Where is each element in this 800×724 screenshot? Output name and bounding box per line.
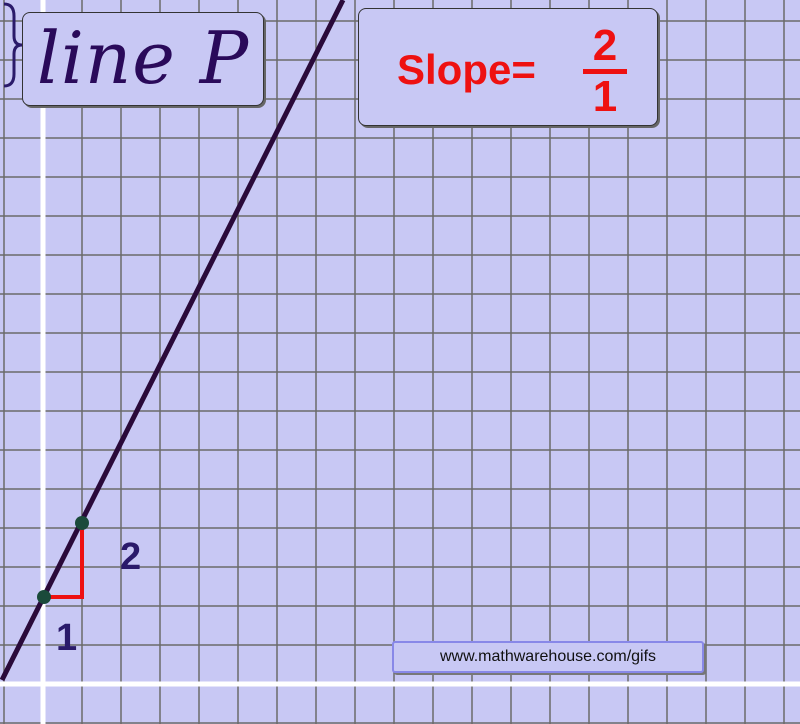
title-box: line P bbox=[22, 12, 264, 106]
watermark-url: www.mathwarehouse.com/gifs bbox=[392, 641, 704, 673]
run-label: 1 bbox=[56, 617, 78, 659]
slope-fraction: 2 1 bbox=[581, 23, 629, 120]
slope-triangle bbox=[43, 522, 84, 599]
slope-denominator: 1 bbox=[592, 72, 618, 121]
slope-numerator: 2 bbox=[592, 21, 618, 70]
line-p bbox=[0, 0, 346, 682]
fraction-bar bbox=[583, 69, 627, 74]
slope-box: Slope= 2 1 bbox=[358, 8, 658, 126]
slope-label: Slope= bbox=[397, 46, 536, 93]
rise-label: 2 bbox=[120, 536, 142, 578]
point-start bbox=[37, 590, 51, 604]
point-end bbox=[75, 516, 89, 530]
line-title: line P bbox=[36, 16, 250, 100]
